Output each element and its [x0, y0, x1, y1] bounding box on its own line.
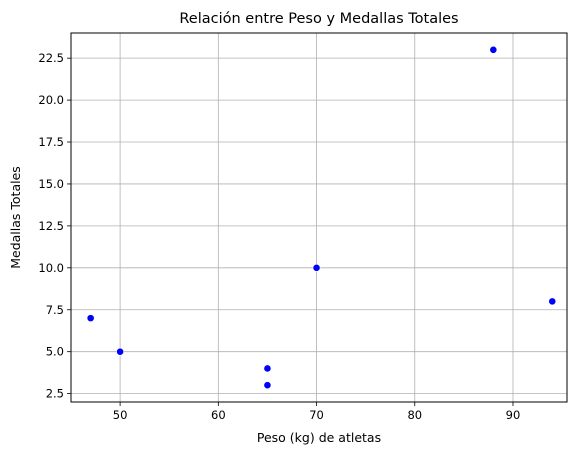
y-tick-label: 10.0	[38, 261, 64, 275]
y-tick-label: 20.0	[38, 93, 64, 107]
y-tick-label: 7.5	[46, 303, 64, 317]
x-tick-label: 50	[113, 408, 128, 422]
grid-lines	[71, 33, 567, 402]
x-tick-label: 90	[506, 408, 521, 422]
y-tick-label: 15.0	[38, 177, 64, 191]
data-point	[117, 348, 124, 355]
data-point	[87, 315, 94, 322]
y-tick-label: 5.0	[46, 345, 64, 359]
plot-frame	[71, 33, 567, 402]
y-tick-label: 12.5	[38, 219, 64, 233]
x-axis-title: Peso (kg) de atletas	[257, 430, 381, 445]
axis-ticks: 50 60 70 80 90 2.5 5.0 7.5 10.0 12.5 15.0 17.5 20.0 2…	[38, 51, 520, 422]
data-point	[313, 264, 320, 271]
data-point	[264, 365, 271, 372]
x-tick-label: 60	[211, 408, 226, 422]
y-tick-label: 2.5	[46, 387, 64, 401]
data-point	[490, 46, 497, 53]
x-tick-label: 70	[309, 408, 324, 422]
y-tick-label: 22.5	[38, 51, 64, 65]
data-points	[87, 46, 556, 389]
data-point	[549, 298, 556, 305]
data-point	[264, 382, 271, 389]
y-axis-title: Medallas Totales	[8, 166, 23, 269]
y-tick-label: 17.5	[38, 135, 64, 149]
chart-title: Relación entre Peso y Medallas Totales	[179, 11, 458, 27]
x-tick-label: 80	[407, 408, 422, 422]
